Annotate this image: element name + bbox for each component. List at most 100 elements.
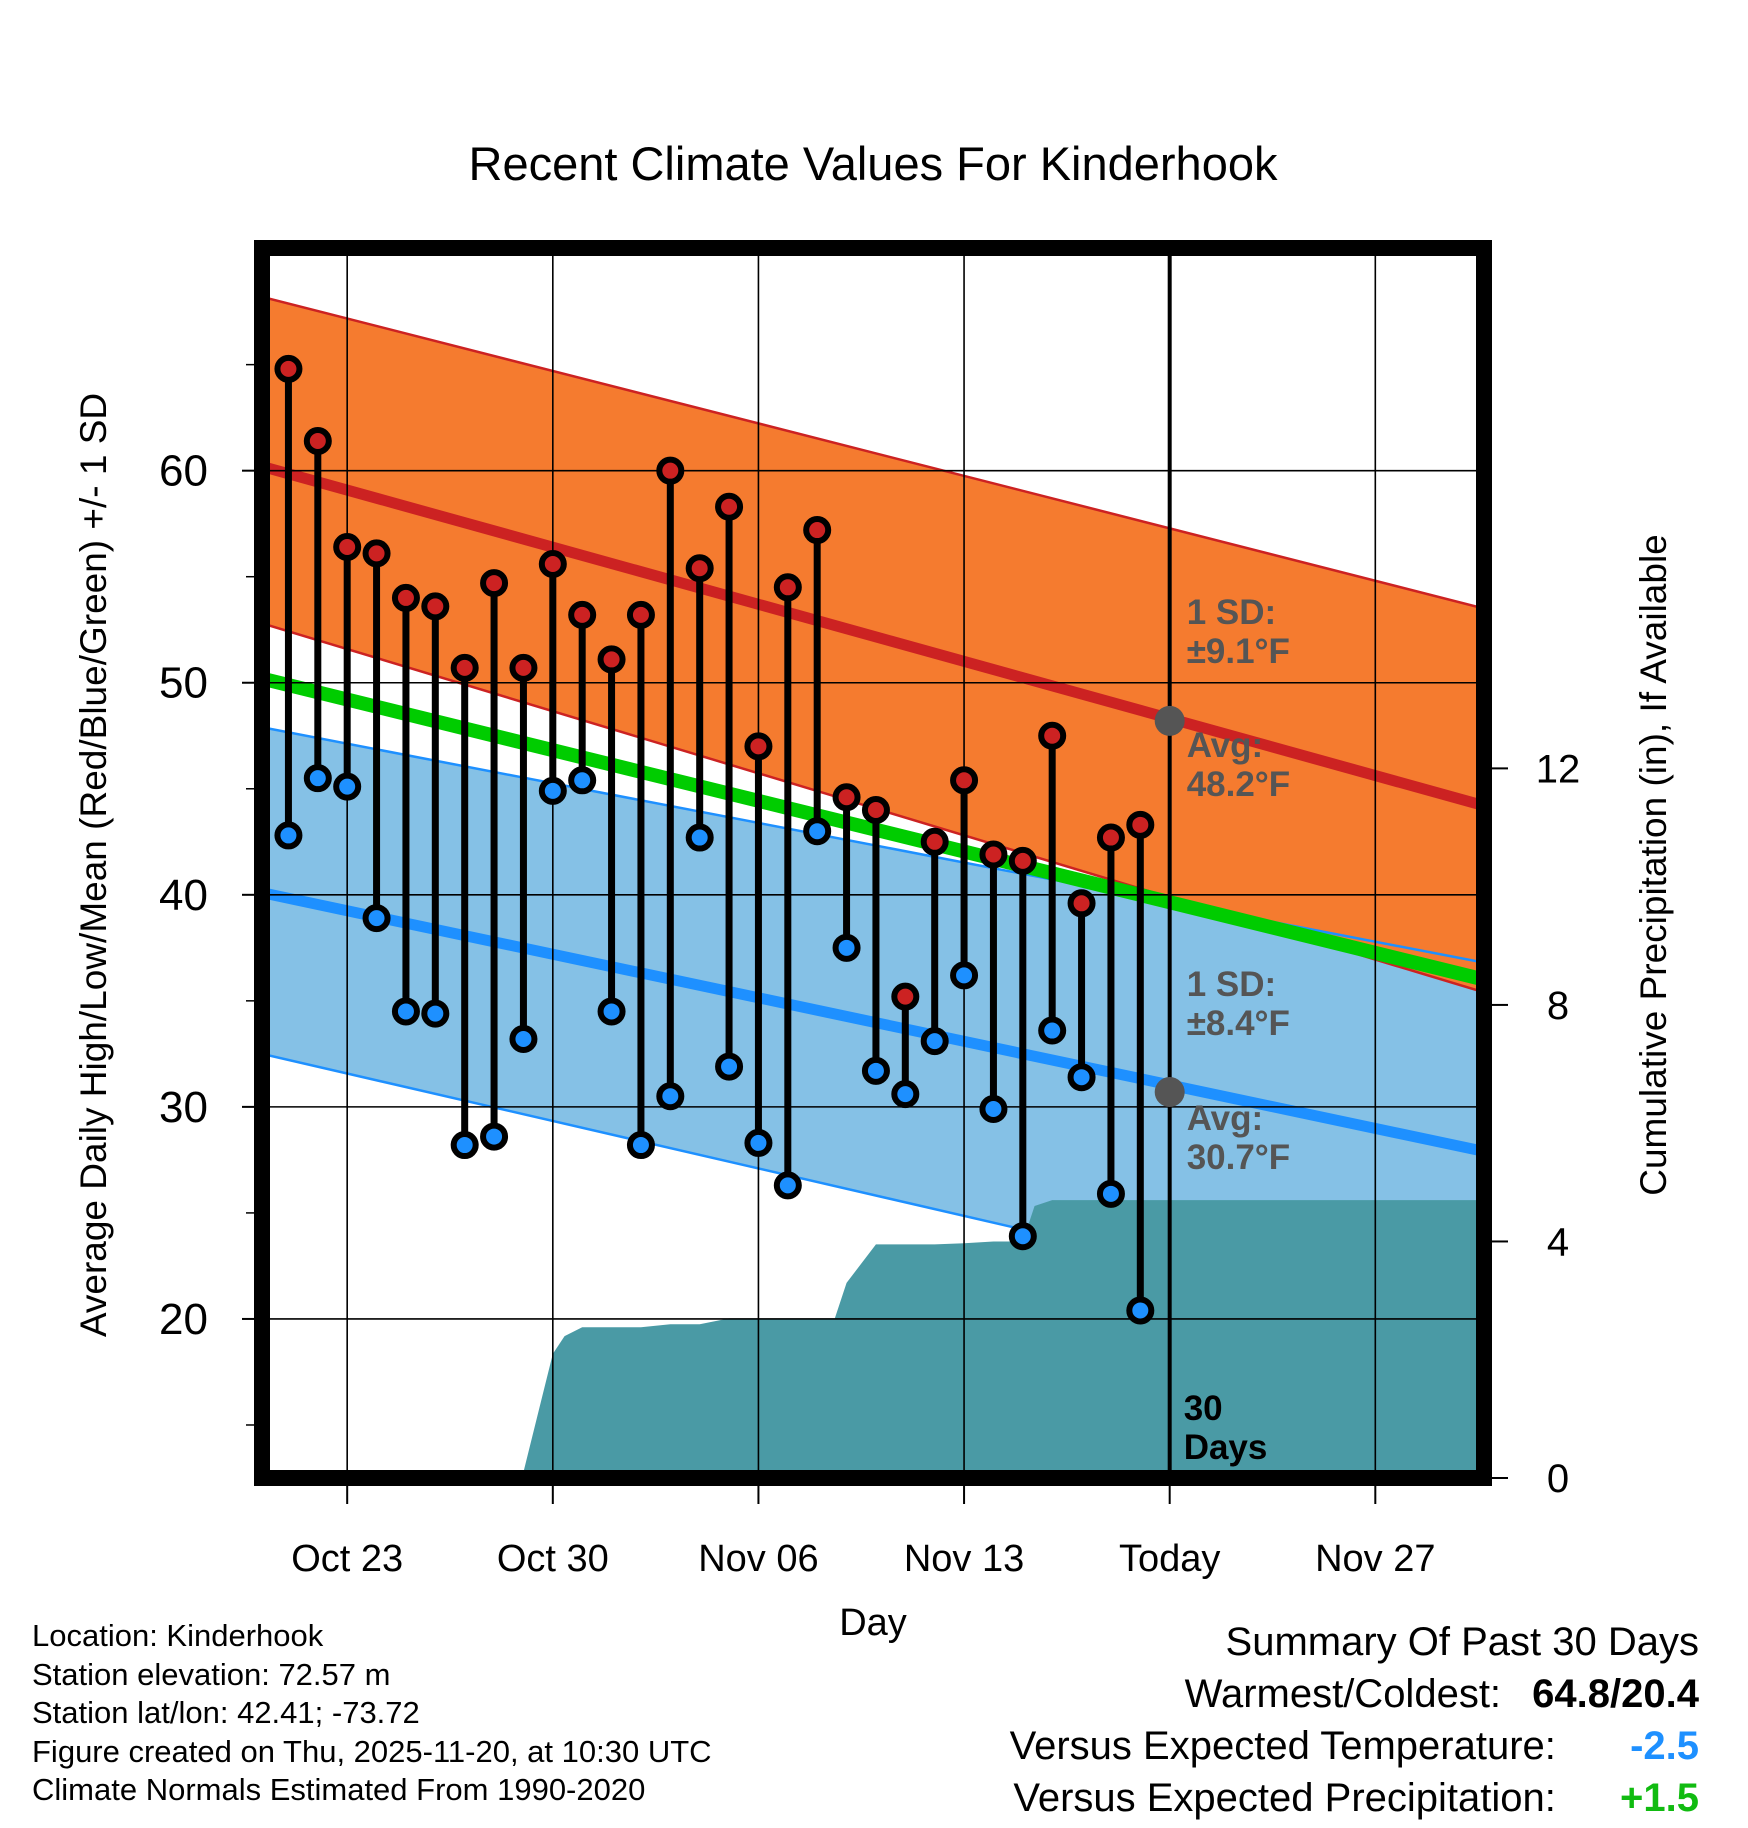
x-tick-label: Oct 30 xyxy=(497,1538,609,1580)
daily-high-point xyxy=(1008,846,1037,875)
today-days-label: Days xyxy=(1184,1428,1268,1467)
daily-low-point xyxy=(950,961,979,990)
daily-low-point xyxy=(920,1027,949,1056)
daily-high-point xyxy=(480,569,509,598)
daily-low-point xyxy=(626,1131,655,1160)
daily-high-point xyxy=(421,592,450,621)
summary-precip-row: Versus Expected Precipitation: +1.5 xyxy=(799,1772,1699,1824)
location-text: Location: Kinderhook xyxy=(32,1618,324,1653)
daily-high-point xyxy=(656,456,685,485)
elevation-text: Station elevation: 72.57 m xyxy=(32,1656,391,1692)
y2-tick-label: 12 xyxy=(1536,747,1581,791)
daily-high-point xyxy=(1126,810,1155,839)
daily-low-point xyxy=(450,1131,479,1160)
x-tick-label: Today xyxy=(1119,1538,1220,1580)
daily-high-point xyxy=(597,645,626,674)
daily-low-point xyxy=(1038,1016,1067,1045)
daily-high-point xyxy=(920,827,949,856)
precip-value: +1.5 xyxy=(1620,1776,1699,1820)
daily-low-point xyxy=(656,1082,685,1111)
daily-high-point xyxy=(274,354,303,383)
station-info: Location: Kinderhook Station elevation: … xyxy=(32,1617,712,1810)
normals-text: Climate Normals Estimated From 1990-2020 xyxy=(32,1772,646,1807)
summary-heading: Summary Of Past 30 Days xyxy=(1225,1620,1699,1664)
daily-low-point xyxy=(274,821,303,850)
daily-low-point xyxy=(333,772,362,801)
x-tick-label: Nov 27 xyxy=(1315,1538,1435,1580)
daily-low-point xyxy=(1008,1222,1037,1251)
daily-low-point xyxy=(803,817,832,846)
daily-high-point xyxy=(715,492,744,521)
low-sd-label: 1 SD: xyxy=(1187,965,1276,1004)
y2-tick-label: 0 xyxy=(1547,1457,1569,1501)
daily-high-point xyxy=(450,653,479,682)
daily-low-point xyxy=(685,823,714,852)
daily-low-point xyxy=(1067,1063,1096,1092)
daily-high-point xyxy=(1096,823,1125,852)
daily-high-point xyxy=(568,600,597,629)
normal-high-mean-line xyxy=(262,461,1484,812)
daily-high-point xyxy=(303,426,332,455)
daily-low-point xyxy=(832,933,861,962)
daily-high-point xyxy=(1038,721,1067,750)
daily-low-point xyxy=(421,999,450,1028)
daily-low-point xyxy=(362,904,391,933)
daily-high-point xyxy=(744,732,773,761)
y-tick-label: 30 xyxy=(159,1083,208,1132)
daily-low-point xyxy=(480,1122,509,1151)
today-days-number: 30 xyxy=(1184,1389,1223,1428)
precip-label: Versus Expected Precipitation: xyxy=(1013,1776,1556,1820)
latlon-text: Station lat/lon: 42.41; -73.72 xyxy=(32,1695,420,1730)
y-tick-label: 60 xyxy=(159,447,208,496)
daily-low-point xyxy=(891,1080,920,1109)
warmest-value: 64.8/20.4 xyxy=(1532,1672,1699,1716)
temp-value: -2.5 xyxy=(1630,1724,1699,1768)
daily-low-point xyxy=(1096,1179,1125,1208)
x-tick-label: Oct 23 xyxy=(291,1538,403,1580)
low-sd-value: ±8.4°F xyxy=(1187,1004,1290,1043)
high-avg-value: 48.2°F xyxy=(1187,765,1291,804)
daily-high-point xyxy=(1067,889,1096,918)
daily-low-point xyxy=(715,1052,744,1081)
daily-high-point xyxy=(832,783,861,812)
daily-low-point xyxy=(538,776,567,805)
daily-low-point xyxy=(773,1171,802,1200)
high-sd-label: 1 SD: xyxy=(1187,593,1276,632)
daily-low-point xyxy=(597,997,626,1026)
plot-frame xyxy=(254,240,1492,1486)
daily-low-point xyxy=(1126,1296,1155,1325)
high-avg-label: Avg: xyxy=(1187,726,1263,765)
y-axis-title: Average Daily High/Low/Mean (Red/Blue/Gr… xyxy=(73,393,114,1337)
low-avg-label: Avg: xyxy=(1187,1099,1263,1138)
x-axis-title: Day xyxy=(839,1602,907,1644)
low-avg-value: 30.7°F xyxy=(1187,1138,1291,1177)
daily-low-point xyxy=(509,1025,538,1054)
summary-panel: Summary Of Past 30 Days Warmest/Coldest:… xyxy=(799,1616,1699,1824)
precip-area xyxy=(262,1200,1484,1478)
daily-high-point xyxy=(538,549,567,578)
y2-axis-title: Cumulative Precipitation (in), If Availa… xyxy=(1633,534,1674,1196)
daily-high-point xyxy=(891,982,920,1011)
daily-low-point xyxy=(744,1128,773,1157)
x-tick-label: Nov 06 xyxy=(698,1538,818,1580)
daily-high-point xyxy=(391,583,420,612)
y-tick-label: 20 xyxy=(159,1295,208,1344)
daily-high-point xyxy=(685,554,714,583)
normal-high-upper-line xyxy=(262,295,1484,610)
summary-warmest-row: Warmest/Coldest: 64.8/20.4 xyxy=(799,1668,1699,1720)
created-text: Figure created on Thu, 2025-11-20, at 10… xyxy=(32,1733,712,1769)
temp-label: Versus Expected Temperature: xyxy=(1009,1724,1556,1768)
x-tick-label: Nov 13 xyxy=(904,1538,1024,1580)
daily-high-point xyxy=(950,766,979,795)
daily-high-point xyxy=(803,516,832,545)
daily-high-point xyxy=(773,573,802,602)
y-tick-label: 50 xyxy=(159,659,208,708)
today-avg-high-dot xyxy=(1154,705,1185,736)
y-tick-label: 40 xyxy=(159,871,208,920)
daily-high-point xyxy=(362,539,391,568)
today-avg-low-dot xyxy=(1154,1077,1185,1108)
high-sd-value: ±9.1°F xyxy=(1187,632,1290,671)
y2-tick-label: 4 xyxy=(1547,1220,1569,1264)
daily-low-point xyxy=(861,1056,890,1085)
